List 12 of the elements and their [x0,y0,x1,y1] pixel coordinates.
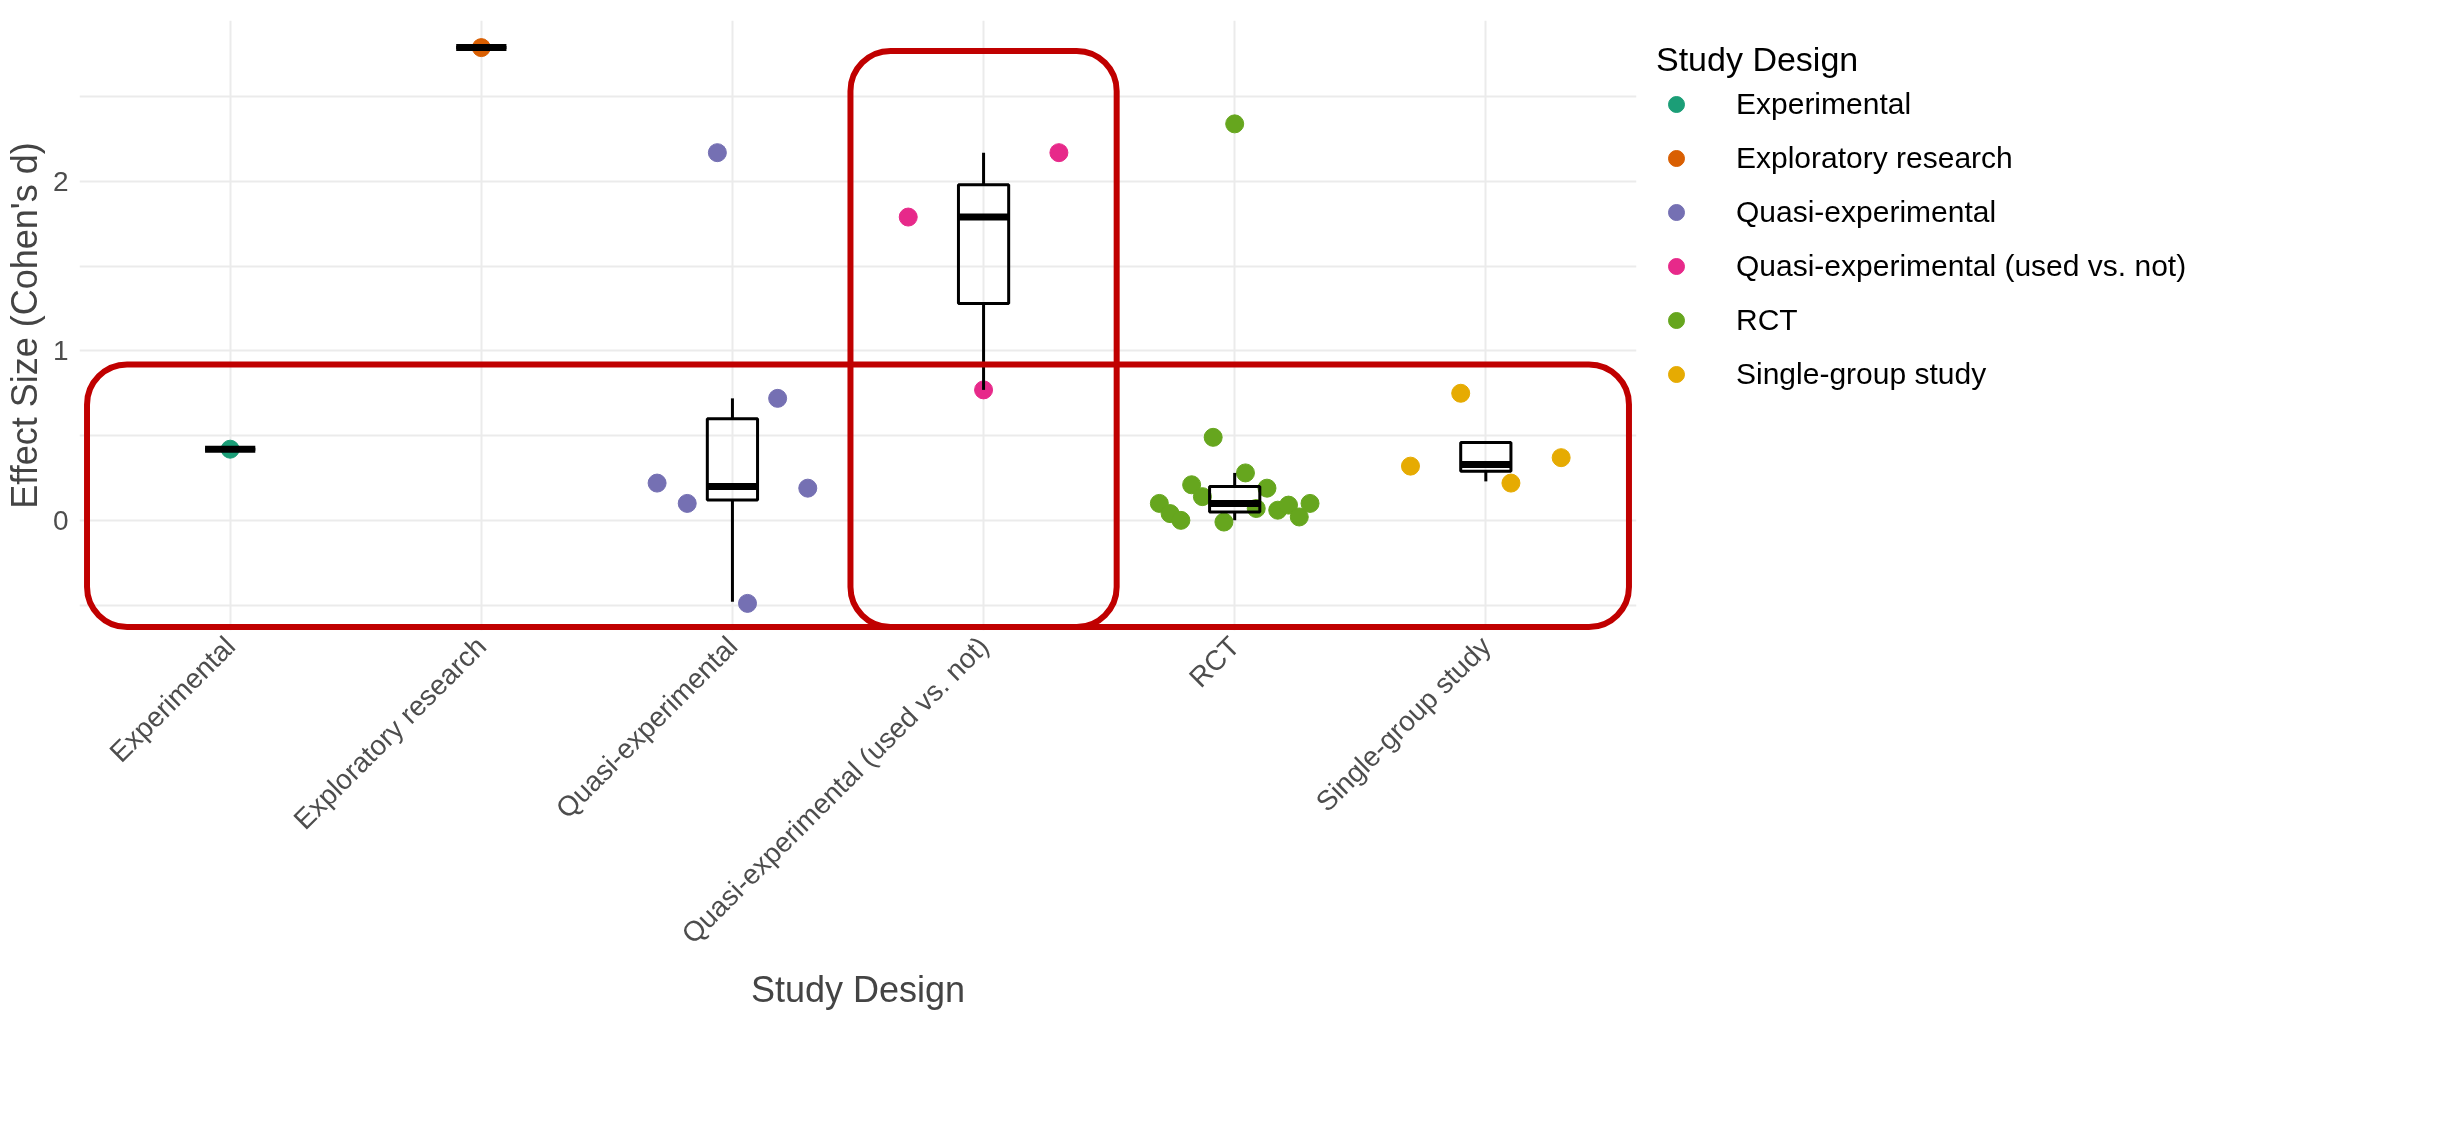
legend-label: RCT [1736,303,1798,337]
legend-label: Single-group study [1736,357,1987,391]
y-tick-label: 1 [52,335,69,367]
legend-label: Quasi-experimental [1736,195,1997,229]
legend-title: Study Design [1656,40,1860,79]
x-axis-title: Study Design [750,968,966,1010]
legend-label: Exploratory research [1736,141,2013,175]
y-tick-label: 2 [52,165,69,197]
legend-label: Quasi-experimental (used vs. not) [1736,249,2187,283]
legend-label: Experimental [1736,87,1912,121]
y-axis-title: Effect Size (Cohen's d) [3,142,45,509]
y-tick-label: 0 [52,504,69,536]
